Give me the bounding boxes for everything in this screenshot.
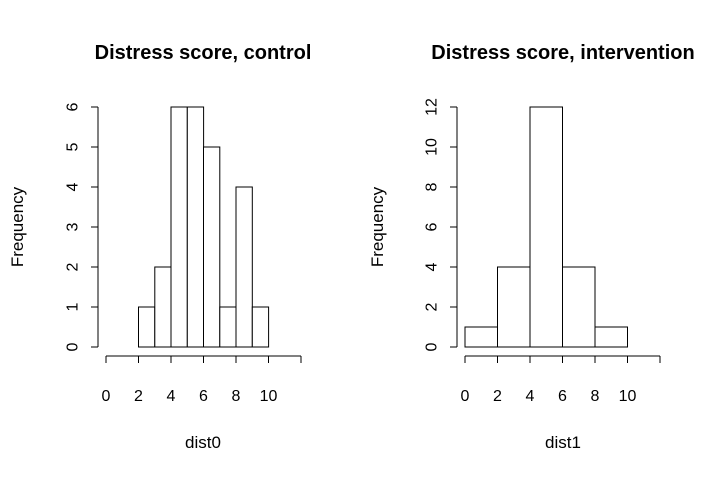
y-tick-label: 6 <box>65 102 82 111</box>
x-axis-label: dist0 <box>185 433 221 452</box>
x-tick-label: 4 <box>526 388 535 405</box>
x-tick-label: 4 <box>167 388 176 405</box>
histogram-bar <box>219 306 237 348</box>
y-tick-label: 1 <box>65 302 82 311</box>
y-tick-label: 0 <box>65 342 82 351</box>
histogram-bar <box>203 146 221 348</box>
histogram-bar <box>497 266 531 348</box>
x-axis-label: dist1 <box>545 433 581 452</box>
y-axis-label: Frequency <box>8 186 27 267</box>
y-tick-label: 2 <box>65 262 82 271</box>
x-axis: 0 2 4 6 8 10 <box>102 355 302 405</box>
histogram-bar <box>529 106 563 348</box>
y-axis: 0 1 2 3 4 5 6 <box>65 102 99 351</box>
histogram-control: Distress score, control dist0 Frequency … <box>8 42 311 452</box>
x-tick-label: 6 <box>558 388 567 405</box>
chart-title: Distress score, intervention <box>431 42 694 64</box>
histogram-bar <box>594 326 628 348</box>
y-tick-label: 2 <box>424 302 441 311</box>
y-axis: 0 2 4 6 8 10 12 <box>424 98 458 351</box>
y-tick-label: 5 <box>65 142 82 151</box>
x-axis: 0 2 4 6 8 10 <box>461 355 661 405</box>
histogram-bar <box>251 306 270 348</box>
x-tick-label: 8 <box>232 388 241 405</box>
y-tick-label: 4 <box>65 182 82 191</box>
y-tick-label: 10 <box>424 138 441 156</box>
x-tick-label: 2 <box>493 388 502 405</box>
histogram-bar <box>186 106 205 348</box>
chart-title: Distress score, control <box>95 42 312 64</box>
x-tick-label: 2 <box>134 388 143 405</box>
x-tick-label: 10 <box>260 388 278 405</box>
y-tick-label: 3 <box>65 222 82 231</box>
y-tick-label: 12 <box>424 98 441 116</box>
x-tick-label: 0 <box>102 388 111 405</box>
y-axis-label: Frequency <box>368 186 387 267</box>
histogram-bar <box>464 326 498 348</box>
histogram-bar <box>235 186 253 348</box>
bars <box>138 106 270 348</box>
histogram-intervention: Distress score, intervention dist1 Frequ… <box>368 42 695 452</box>
bars <box>464 106 628 348</box>
histogram-bar <box>562 266 596 348</box>
x-tick-label: 0 <box>461 388 470 405</box>
x-tick-label: 10 <box>619 388 637 405</box>
histogram-bar <box>170 106 188 348</box>
x-tick-label: 8 <box>591 388 600 405</box>
histogram-bar <box>154 266 172 348</box>
y-tick-label: 6 <box>424 222 441 231</box>
y-tick-label: 0 <box>424 342 441 351</box>
y-tick-label: 8 <box>424 182 441 191</box>
histogram-bar <box>138 306 156 348</box>
y-tick-label: 4 <box>424 262 441 271</box>
x-tick-label: 6 <box>199 388 208 405</box>
